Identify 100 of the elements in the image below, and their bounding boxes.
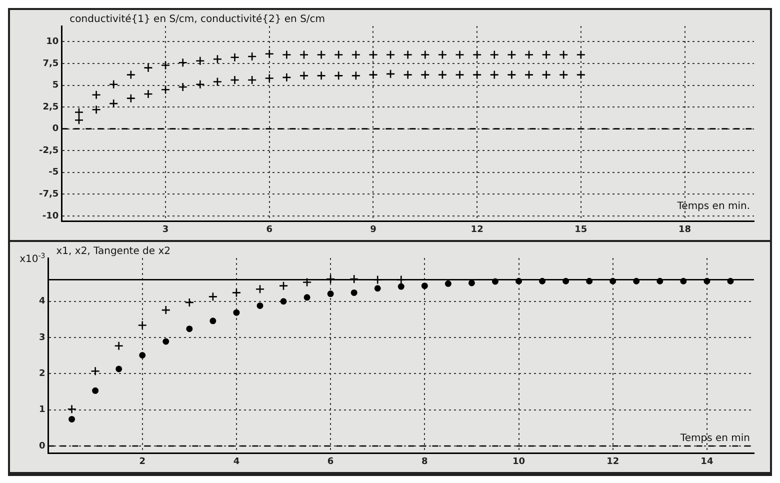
point — [114, 341, 124, 350]
y-tick-label: -2,5 — [38, 146, 59, 156]
point — [350, 289, 358, 296]
point — [351, 71, 361, 80]
y-tick-label: 4 — [38, 296, 46, 307]
x-tick-label: 2 — [139, 456, 146, 467]
point — [562, 278, 570, 284]
point — [304, 294, 310, 301]
point — [368, 50, 378, 60]
point — [610, 278, 616, 284]
point — [492, 278, 498, 285]
point — [126, 94, 136, 103]
point — [316, 71, 326, 80]
point — [490, 70, 500, 80]
point — [212, 54, 222, 64]
x-axis-title: Temps en min — [679, 433, 750, 444]
point — [576, 50, 586, 60]
x-tick-label: 12 — [606, 456, 620, 467]
point — [558, 70, 568, 80]
point — [139, 352, 146, 358]
point — [351, 50, 361, 60]
point — [444, 280, 452, 287]
point — [586, 278, 593, 284]
point — [316, 50, 326, 60]
y-tick-label: 7,5 — [42, 58, 59, 69]
point — [539, 278, 546, 284]
point — [184, 298, 194, 308]
y-tick-label: 0 — [38, 441, 46, 452]
y-tick-label: 5 — [52, 80, 59, 91]
point — [633, 278, 640, 284]
point — [704, 278, 710, 284]
point — [349, 274, 359, 284]
point — [398, 283, 404, 290]
point — [126, 70, 136, 80]
point — [299, 71, 309, 80]
point — [160, 60, 170, 70]
point — [396, 275, 406, 284]
point — [368, 70, 378, 80]
y-tick-label: -7,5 — [38, 190, 59, 200]
y-tick-label: 10 — [46, 37, 59, 48]
point — [208, 292, 218, 302]
point — [455, 50, 464, 60]
point — [299, 50, 309, 60]
point — [516, 278, 522, 284]
point — [558, 50, 568, 60]
point — [455, 70, 464, 80]
x-tick-label: 6 — [266, 224, 273, 235]
point — [282, 50, 292, 60]
point — [278, 281, 288, 290]
point — [507, 50, 516, 60]
point — [327, 290, 334, 298]
y-tick-label: -5 — [48, 168, 59, 178]
y-tick-label: 1 — [38, 405, 46, 416]
point — [656, 278, 664, 284]
x-tick-label: 18 — [678, 224, 692, 235]
point — [195, 80, 205, 90]
point — [178, 58, 188, 68]
point — [280, 298, 287, 305]
point — [542, 70, 551, 80]
y-axis-title: x1, x2, Tangente de x2 — [56, 246, 171, 257]
point — [374, 285, 381, 292]
point — [386, 69, 396, 79]
point — [438, 70, 448, 80]
y-tick-label: 0 — [52, 124, 59, 134]
point — [90, 366, 100, 376]
point — [421, 282, 428, 290]
point — [108, 80, 118, 90]
point — [542, 50, 551, 60]
point — [232, 288, 242, 298]
point — [524, 70, 534, 80]
point — [264, 49, 274, 59]
point — [256, 302, 264, 309]
point — [68, 416, 76, 422]
point — [67, 404, 76, 414]
x-tick-label: 4 — [233, 456, 240, 467]
point — [178, 82, 188, 92]
point — [92, 387, 99, 394]
x-axis-title: Temps en min. — [676, 201, 750, 212]
point — [74, 108, 84, 117]
x-tick-label: 15 — [574, 224, 588, 235]
point — [524, 50, 534, 60]
point — [210, 318, 216, 324]
point — [386, 50, 396, 60]
point — [92, 90, 101, 100]
point — [472, 50, 482, 60]
point — [160, 84, 170, 94]
point — [212, 77, 222, 86]
point — [74, 115, 84, 125]
point — [144, 63, 153, 72]
point — [727, 278, 734, 284]
point — [264, 74, 274, 83]
y-tick-label: -10 — [42, 211, 59, 222]
point — [195, 56, 205, 66]
point — [230, 52, 240, 62]
point — [680, 278, 687, 284]
y-tick-label: 3 — [38, 332, 46, 343]
point — [108, 98, 118, 108]
point — [186, 326, 193, 332]
x-tick-label: 8 — [422, 456, 428, 467]
y-axis-title: conductivité{1} en S/cm, conductivité{2} en S/cm — [70, 14, 326, 25]
